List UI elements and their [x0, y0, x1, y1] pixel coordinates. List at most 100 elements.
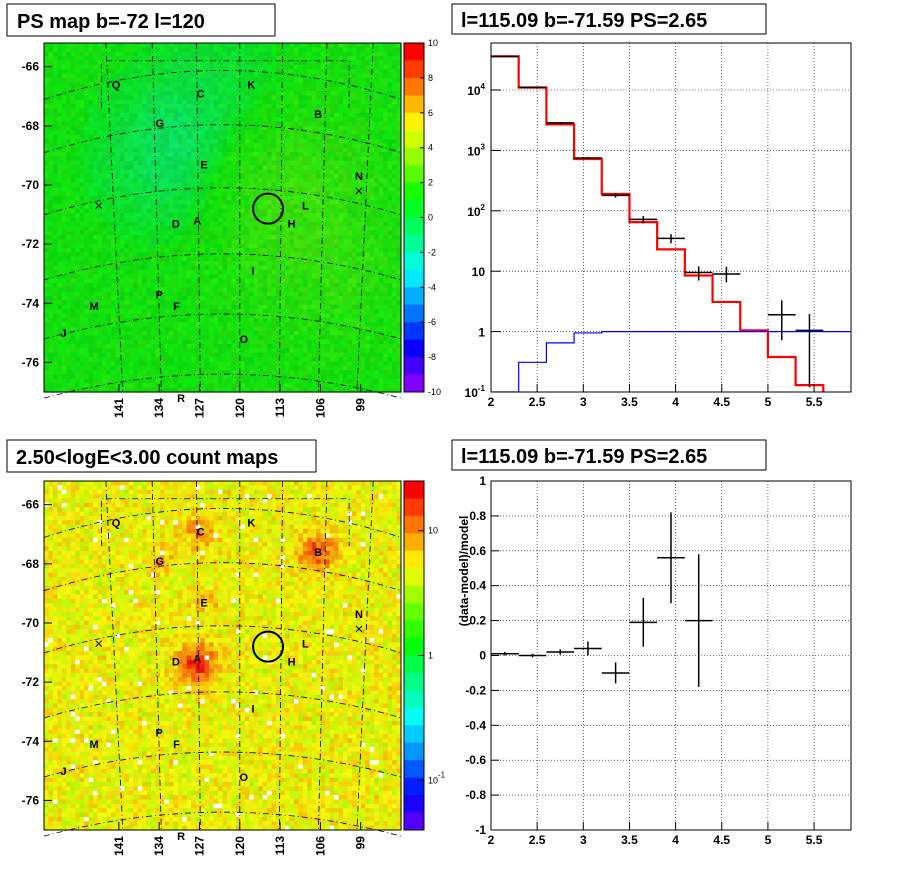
map-cell — [146, 326, 152, 332]
map-cell — [262, 156, 268, 162]
map-cell — [93, 191, 99, 197]
map-cell — [209, 178, 215, 184]
map-cell — [222, 378, 228, 384]
map-cell — [280, 352, 286, 358]
map-cell — [209, 186, 215, 192]
map-cell — [253, 121, 259, 127]
map-cell — [195, 195, 201, 201]
map-cell — [231, 282, 237, 288]
map-cell — [226, 95, 233, 101]
map-cell — [133, 365, 139, 371]
map-cell — [146, 243, 152, 249]
map-cell — [231, 86, 237, 92]
map-cell — [75, 226, 81, 232]
map-cell — [320, 82, 326, 88]
map-cell — [52, 361, 58, 367]
map-cell — [271, 213, 277, 219]
map-cell — [115, 82, 121, 88]
map-cell — [289, 90, 295, 96]
map-cell — [84, 326, 90, 332]
map-cell — [316, 274, 322, 280]
map-cell — [222, 90, 228, 96]
map-cell — [48, 274, 54, 280]
map-cell — [253, 125, 259, 131]
map-cell — [231, 296, 237, 301]
map-cell — [231, 173, 237, 179]
map-cell — [48, 387, 54, 393]
map-cell — [280, 125, 286, 131]
map-cell — [52, 265, 58, 271]
map-cell — [57, 165, 63, 171]
map-cell — [235, 82, 241, 88]
map-cell — [57, 90, 63, 96]
map-cell — [106, 56, 112, 62]
map-cell — [177, 234, 183, 240]
map-cell — [151, 130, 157, 136]
map-cell — [137, 73, 143, 79]
map-cell — [44, 160, 50, 166]
map-cell — [66, 121, 72, 127]
map-cell — [79, 217, 85, 223]
map-cell — [173, 378, 179, 384]
map-cell — [244, 317, 250, 323]
map-cell — [280, 339, 286, 345]
map-cell — [200, 300, 206, 306]
map-cell — [253, 186, 259, 192]
map-cell — [84, 383, 90, 389]
map-cell — [253, 221, 259, 227]
map-cell — [258, 330, 264, 336]
map-cell — [106, 152, 112, 158]
map-cell — [173, 173, 179, 179]
map-cell — [48, 200, 54, 206]
map-cell — [44, 239, 50, 245]
map-cell — [142, 112, 148, 118]
map-cell — [146, 77, 152, 83]
map-cell — [267, 365, 273, 371]
map-cell — [164, 239, 170, 245]
map-cell — [302, 239, 308, 245]
map-cell — [316, 82, 322, 88]
map-cell — [289, 191, 295, 197]
map-cell — [213, 182, 219, 188]
map-cell — [102, 121, 108, 127]
map-cell — [311, 86, 317, 92]
map-cell — [115, 130, 121, 136]
map-cell — [84, 134, 90, 140]
map-cell — [168, 304, 175, 310]
map-cell — [137, 138, 143, 144]
map-cell — [155, 117, 161, 123]
map-cell — [151, 182, 157, 188]
map-cell — [226, 226, 233, 232]
map-cell — [284, 82, 291, 88]
map-cell — [231, 269, 237, 275]
map-cell — [195, 217, 201, 223]
map-cell — [137, 82, 143, 88]
map-cell — [240, 213, 246, 219]
map-cell — [124, 344, 130, 349]
map-cell — [262, 104, 268, 110]
map-cell — [240, 60, 246, 66]
map-cell — [231, 182, 237, 188]
map-cell — [164, 160, 170, 166]
map-cell — [311, 230, 317, 236]
map-cell — [222, 330, 228, 336]
map-cell — [52, 278, 58, 284]
map-cell — [66, 348, 72, 354]
map-cell — [244, 361, 250, 367]
map-cell — [173, 374, 179, 380]
map-cell — [70, 234, 76, 240]
map-cell — [316, 304, 322, 310]
map-cell — [128, 291, 134, 297]
map-cell — [289, 60, 295, 66]
map-cell — [258, 152, 264, 158]
map-cell — [119, 204, 125, 210]
map-cell — [267, 326, 273, 332]
map-cell — [244, 90, 250, 96]
map-cell — [284, 261, 291, 267]
map-cell — [258, 287, 264, 293]
map-cell — [191, 134, 197, 140]
map-cell — [253, 252, 259, 258]
map-cell — [289, 82, 295, 88]
map-cell — [262, 278, 268, 284]
map-cell — [52, 147, 58, 153]
